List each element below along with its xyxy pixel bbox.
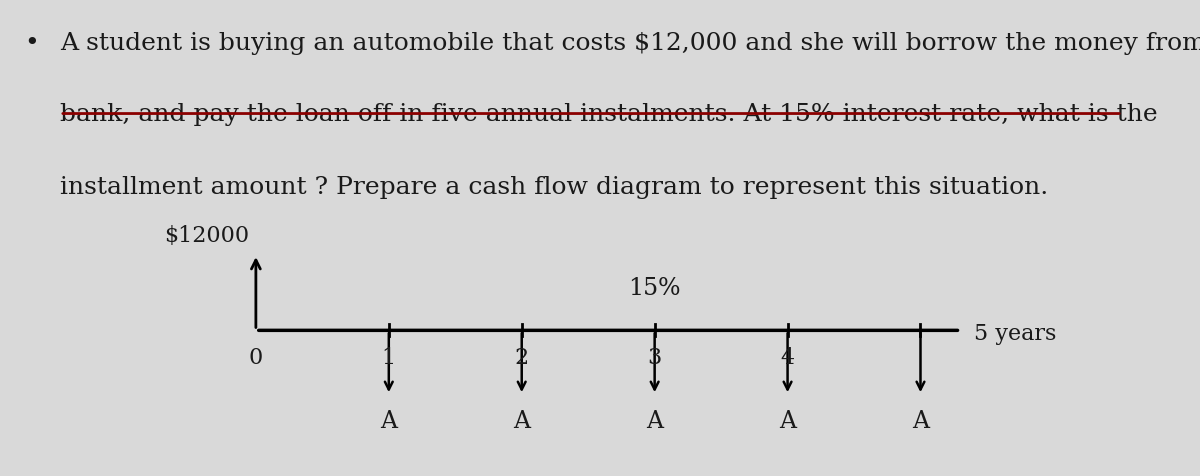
Text: 3: 3 bbox=[648, 347, 661, 369]
Text: bank, and pay the loan off in five annual instalments. At 15% interest rate, wha: bank, and pay the loan off in five annua… bbox=[60, 103, 1158, 126]
Text: installment amount ? Prepare a cash flow diagram to represent this situation.: installment amount ? Prepare a cash flow… bbox=[60, 176, 1049, 198]
Text: •: • bbox=[24, 32, 38, 55]
Text: 2: 2 bbox=[515, 347, 529, 369]
Text: 15%: 15% bbox=[629, 277, 680, 300]
Text: A: A bbox=[380, 410, 397, 433]
Text: A student is buying an automobile that costs $12,000 and she will borrow the mon: A student is buying an automobile that c… bbox=[60, 32, 1200, 55]
Text: 5 years: 5 years bbox=[973, 323, 1056, 345]
Text: 0: 0 bbox=[248, 347, 263, 369]
Text: A: A bbox=[912, 410, 929, 433]
Text: A: A bbox=[514, 410, 530, 433]
Text: A: A bbox=[779, 410, 796, 433]
Text: 4: 4 bbox=[780, 347, 794, 369]
Text: $12000: $12000 bbox=[164, 225, 250, 247]
Text: A: A bbox=[646, 410, 664, 433]
Text: 1: 1 bbox=[382, 347, 396, 369]
